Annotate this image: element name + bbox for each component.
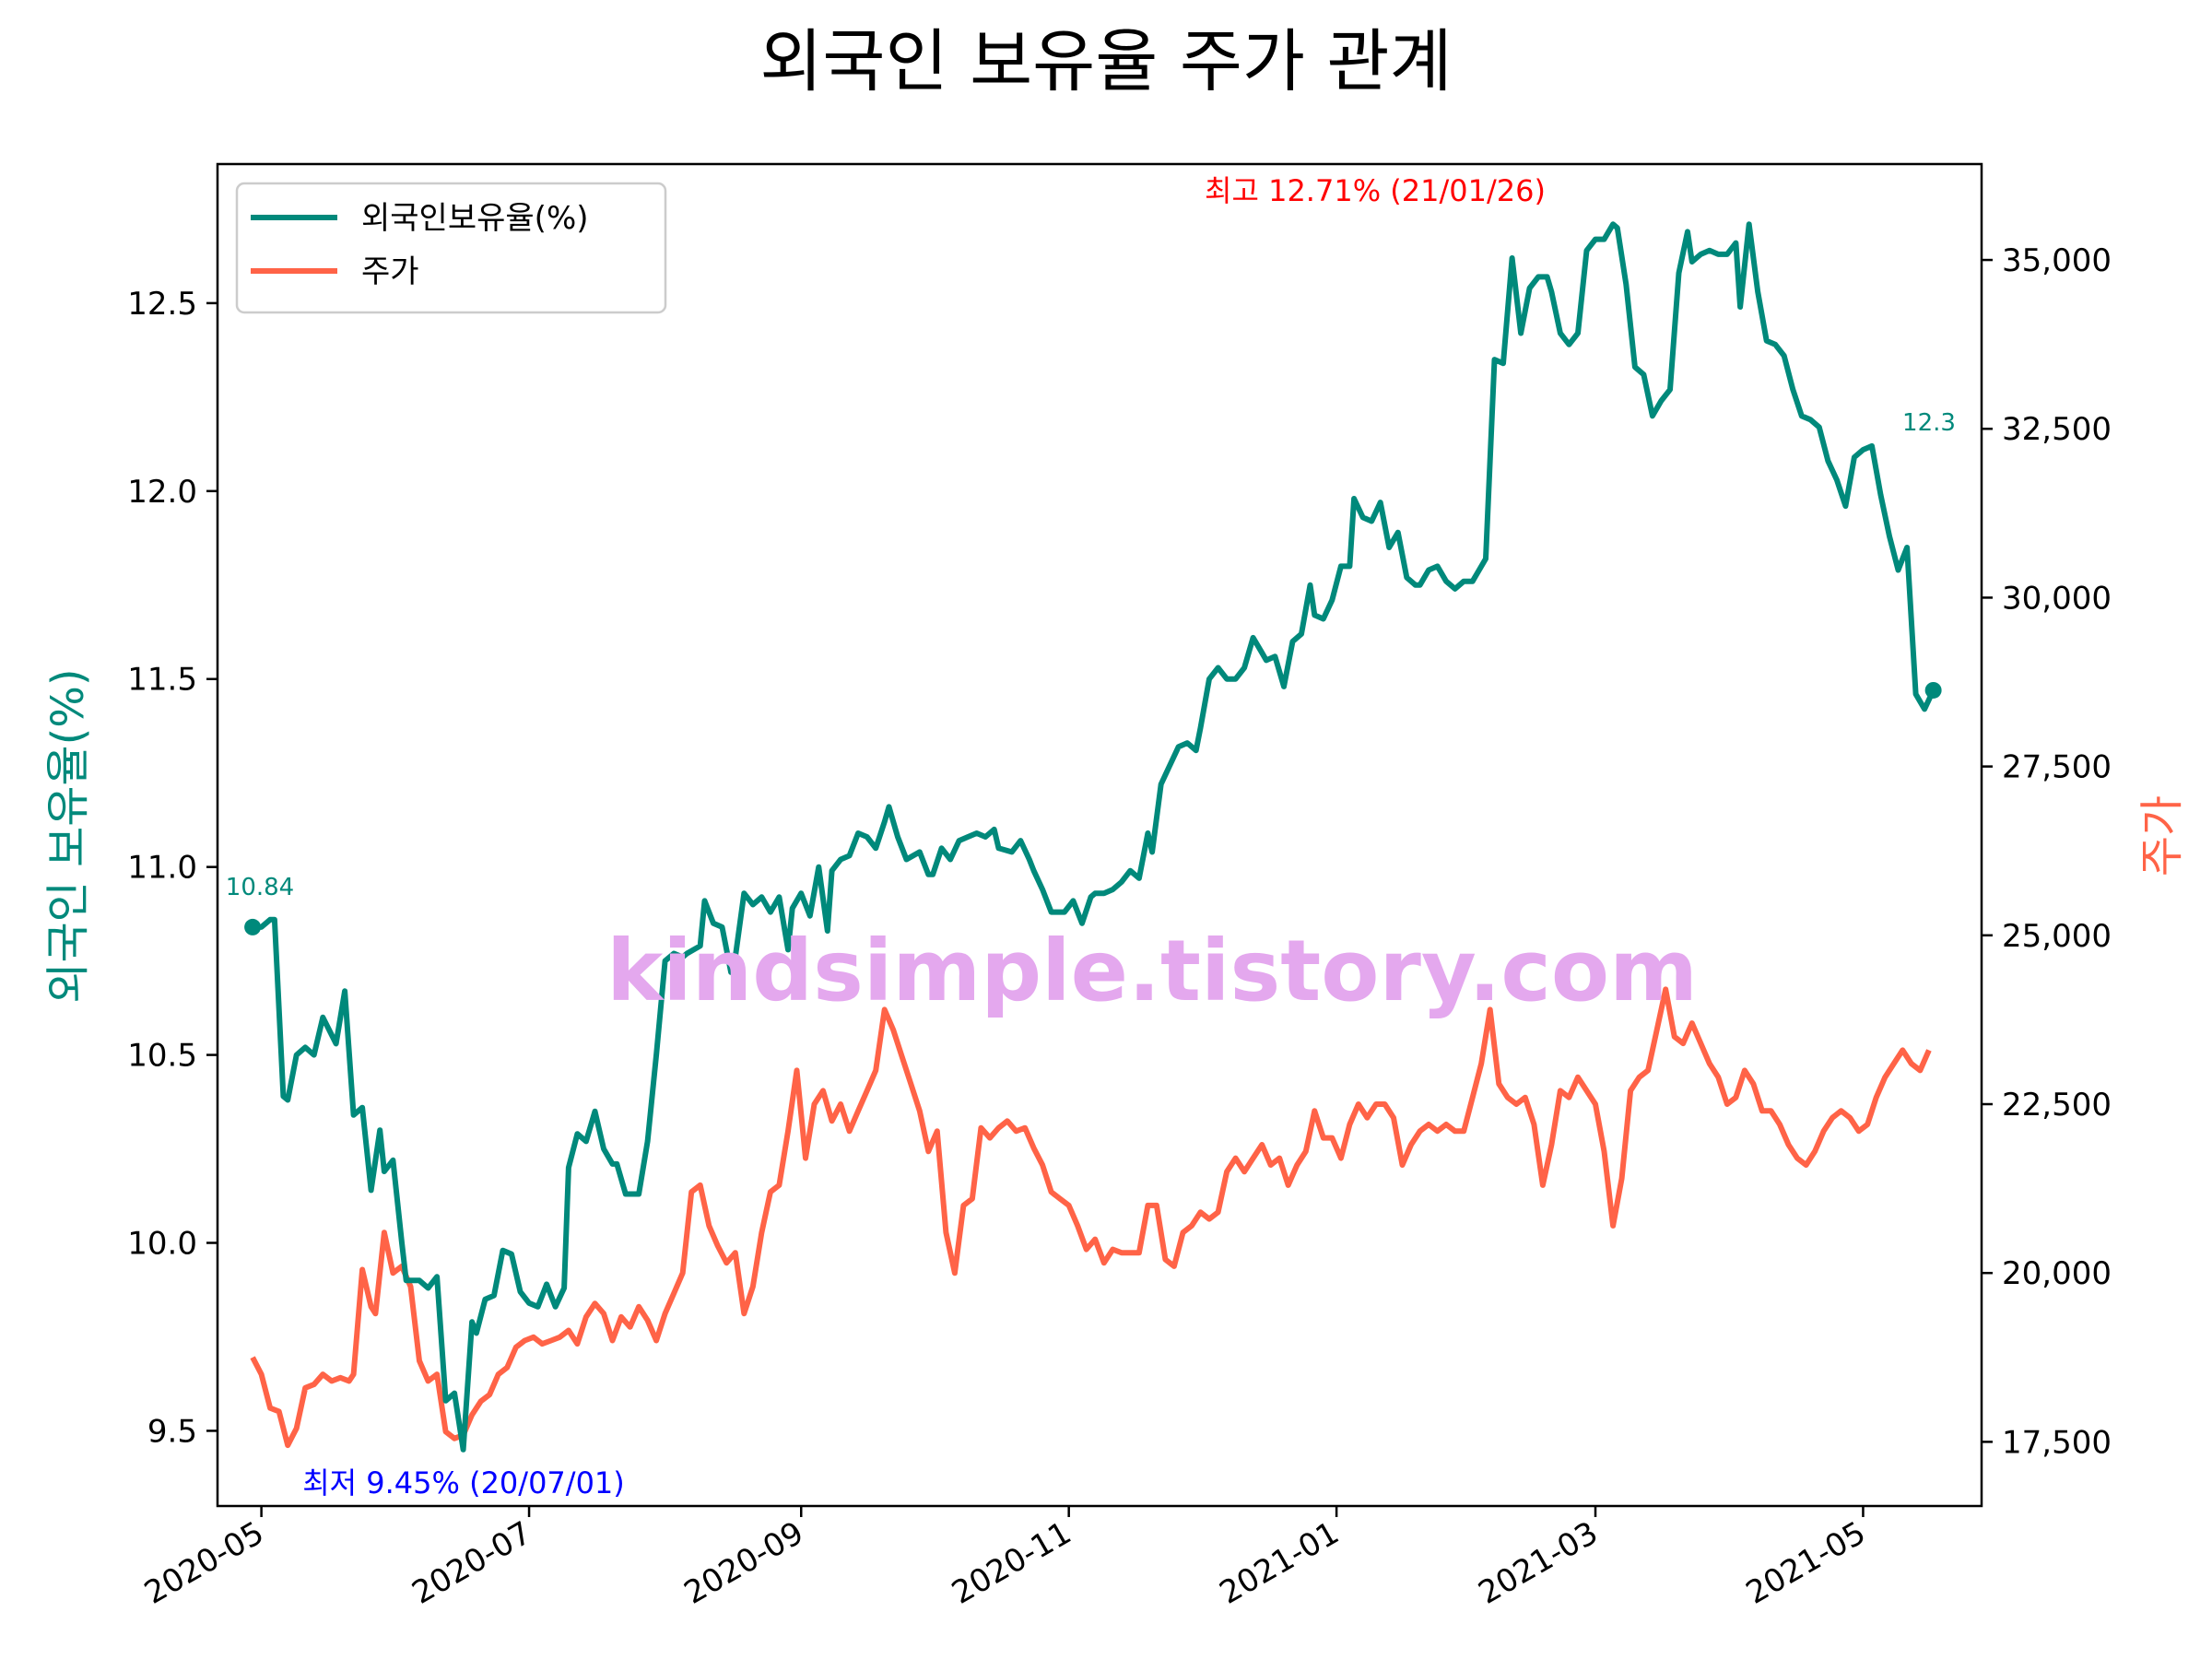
series-line-foreign-ratio [253,221,1936,1453]
left-tick-label: 10.0 [127,1226,197,1263]
end-value-label: 12.3 [1902,409,1956,437]
chart-title: 외국인 보유율 주가 관계 [759,22,1452,101]
right-tick-label: 22,500 [2002,1087,2112,1124]
min-annotation: 최저 9.45% (20/07/01) [302,1465,625,1500]
y-axis-label-left: 외국인 보유율(%) [42,668,94,1003]
watermark: kindsimple.tistory.com [606,922,1698,1020]
right-tick-label: 20,000 [2002,1255,2112,1292]
right-tick-label: 32,500 [2002,411,2112,448]
right-tick-label: 25,000 [2002,918,2112,955]
left-axis: 9.5 10.0 10.5 11.0 11.5 12.0 12.5 [127,286,218,1450]
legend-label-foreign: 외국인보유율(%) [361,200,589,237]
right-tick-label: 30,000 [2002,580,2112,617]
start-point-marker [244,918,262,935]
plot-frame [216,162,1983,1508]
series-line-price [250,986,1932,1449]
legend-box [235,182,667,314]
left-tick-label: 11.5 [127,662,197,699]
left-tick-label: 10.5 [127,1038,197,1075]
left-tick-label: 12.5 [127,286,197,323]
legend: 외국인보유율(%) 주가 [235,182,667,314]
right-axis: 17,500 20,000 22,500 25,000 27,500 30,000 32,5… [1982,242,2112,1461]
end-point-marker [1924,681,1942,699]
right-tick-label: 17,500 [2002,1424,2112,1461]
left-tick-label: 9.5 [147,1413,197,1450]
start-value-label: 10.84 [226,874,294,901]
max-annotation: 최고 12.71% (21/01/26) [1205,173,1546,208]
right-tick-label: 35,000 [2002,242,2112,279]
legend-label-price: 주가 [361,253,419,290]
y-axis-label-right: 주가 [2136,795,2188,877]
left-tick-label: 11.0 [127,850,197,887]
right-tick-label: 27,500 [2002,749,2112,786]
left-tick-label: 12.0 [127,474,197,511]
